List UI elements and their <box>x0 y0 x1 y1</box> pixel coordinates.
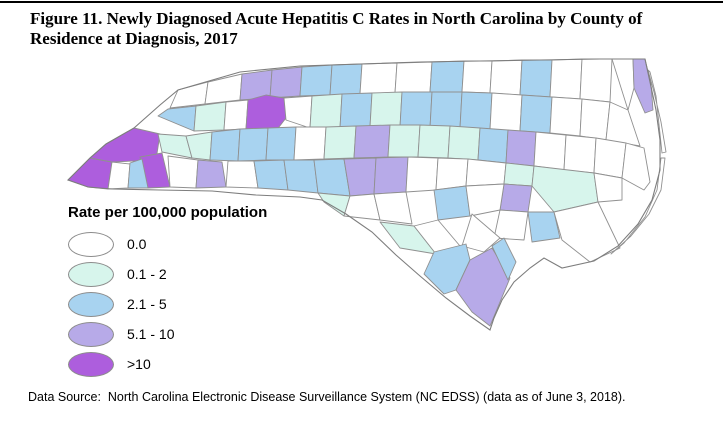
county-region <box>632 58 654 114</box>
county-region <box>417 124 451 159</box>
legend-swatch-2 <box>68 291 114 317</box>
legend-title: Rate per 100,000 population <box>68 204 268 221</box>
county-region <box>253 159 289 191</box>
county-region <box>223 99 249 131</box>
county-region <box>204 73 243 105</box>
county-region <box>435 157 469 191</box>
county-region <box>489 59 523 96</box>
county-region <box>225 160 259 189</box>
legend-item: 0.0 <box>68 229 267 259</box>
county-region <box>405 156 439 193</box>
county-region <box>127 158 149 189</box>
county-region <box>461 60 493 94</box>
county-region <box>519 94 553 134</box>
county-region <box>465 183 505 217</box>
legend-label: 5.1 - 10 <box>127 326 175 342</box>
county-region <box>269 66 303 99</box>
county-region <box>299 64 333 97</box>
county-region <box>283 159 319 194</box>
county-region <box>621 142 651 191</box>
county-region <box>283 95 313 129</box>
county-region <box>193 101 227 132</box>
county-region <box>399 91 433 129</box>
county-region <box>369 91 403 128</box>
county-region <box>169 81 209 109</box>
county-region <box>167 155 199 189</box>
legend-item: 2.1 - 5 <box>68 289 267 319</box>
county-region <box>533 131 567 171</box>
county-region <box>563 134 597 174</box>
county-region <box>503 162 535 187</box>
county-region <box>489 92 523 132</box>
county-region <box>293 126 327 161</box>
county-region <box>323 125 357 160</box>
county-region <box>579 58 613 103</box>
legend-label: 0.1 - 2 <box>127 266 167 282</box>
county-region <box>429 60 465 93</box>
county-region <box>359 62 398 95</box>
county-region <box>553 201 621 263</box>
county-region <box>593 137 627 179</box>
county-region <box>465 158 507 187</box>
county-region <box>549 58 583 100</box>
figure-title-line1: Figure 11. Newly Diagnosed Acute Hepatit… <box>30 9 643 28</box>
figure-title: Figure 11. Newly Diagnosed Acute Hepatit… <box>30 9 710 49</box>
county-region <box>157 105 197 132</box>
legend-swatch-1 <box>68 261 114 287</box>
top-divider-rule <box>0 1 723 3</box>
county-region <box>429 91 463 129</box>
county-region <box>459 91 493 131</box>
county-region <box>343 157 377 197</box>
legend-item: 0.1 - 2 <box>68 259 267 289</box>
county-region <box>579 98 611 141</box>
county-region <box>549 96 583 137</box>
county-region <box>605 101 641 147</box>
county-region <box>195 159 227 189</box>
county-region <box>491 237 517 281</box>
county-region <box>353 124 391 159</box>
legend-swatch-3 <box>68 321 114 347</box>
legend-item: 5.1 - 10 <box>68 319 267 349</box>
county-region <box>209 128 241 162</box>
county-region <box>505 129 537 167</box>
county-region <box>499 183 533 213</box>
county-region <box>519 59 553 98</box>
legend-label: >10 <box>127 356 151 372</box>
county-regions <box>67 58 667 327</box>
county-region <box>647 69 667 154</box>
county-region <box>461 213 501 253</box>
county-region <box>309 93 343 129</box>
legend-swatch-0 <box>68 231 114 257</box>
county-region <box>387 124 421 158</box>
county-region <box>394 61 433 94</box>
county-region <box>477 127 509 164</box>
county-region <box>373 191 413 225</box>
county-region <box>433 185 471 221</box>
county-region <box>493 209 529 241</box>
figure-title-line2: Residence at Diagnosis, 2017 <box>30 29 238 49</box>
county-region <box>447 125 481 161</box>
data-source-note: Data Source: North Carolina Electronic D… <box>28 390 626 404</box>
county-region <box>237 127 269 162</box>
county-region <box>611 58 635 111</box>
legend-label: 2.1 - 5 <box>127 296 167 312</box>
county-region <box>107 161 131 190</box>
legend-swatch-4 <box>68 351 114 377</box>
county-region <box>265 126 297 161</box>
county-region <box>373 156 409 195</box>
county-region <box>593 172 623 203</box>
legend-item: >10 <box>68 349 267 379</box>
county-region <box>339 92 373 129</box>
county-region <box>527 211 561 243</box>
county-region <box>329 63 363 96</box>
state-outline <box>66 58 661 331</box>
legend-label: 0.0 <box>127 236 147 252</box>
map-legend: Rate per 100,000 population 0.0 0.1 - 2 … <box>68 204 267 379</box>
